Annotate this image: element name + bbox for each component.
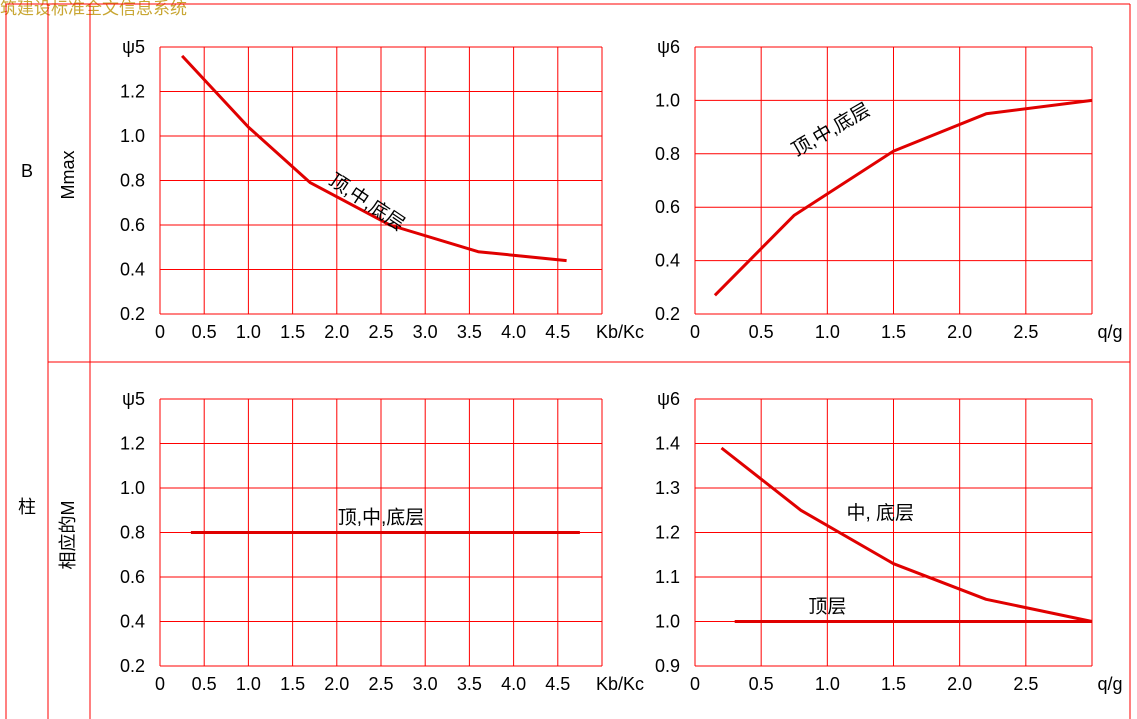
- curve-annotation: 顶,中,底层: [788, 99, 874, 161]
- x-tick-label: 2.0: [324, 674, 349, 694]
- y-tick-label: 1.2: [120, 82, 145, 102]
- chart-b-psi6: 0 0.5 1.0 1.5 2.0 2.5 q/g 0.2 0.4 0.6 0.8 1.0 ψ6 顶,中,…: [655, 37, 1123, 342]
- x-tick-label: 1.0: [815, 322, 840, 342]
- x-tick-label: 2.5: [368, 674, 393, 694]
- y-tick-label: 1.0: [655, 612, 680, 632]
- outer-frame: [5, 3, 1131, 719]
- row-label-b: B: [21, 161, 33, 181]
- x-tick-label: 0: [690, 674, 700, 694]
- x-tick-label: 2.5: [1013, 322, 1038, 342]
- y-axis-label: ψ5: [122, 37, 145, 57]
- x-tick-label: 1.5: [280, 322, 305, 342]
- y-tick-label: 0.6: [120, 215, 145, 235]
- series-line: [720, 446, 1093, 623]
- row-sublabel-corresponding-m: 相应的M: [58, 501, 78, 570]
- series-line: [713, 98, 1093, 297]
- x-axis-label: Kb/Kc: [596, 322, 644, 342]
- series-line: [181, 54, 567, 263]
- x-tick-label: 2.0: [324, 322, 349, 342]
- x-axis-label: Kb/Kc: [596, 674, 644, 694]
- x-tick-label: 1.0: [815, 674, 840, 694]
- x-tick-label: 3.0: [413, 322, 438, 342]
- y-tick-label: 1.1: [655, 567, 680, 587]
- y-tick-label: 1.0: [120, 478, 145, 498]
- x-tick-label: 4.5: [545, 674, 570, 694]
- y-tick-label: 0.2: [120, 656, 145, 676]
- x-tick-label: 3.0: [413, 674, 438, 694]
- x-axis-label: q/g: [1097, 674, 1122, 694]
- x-tick-label: 4.5: [545, 322, 570, 342]
- chart-b-psi5: 0 0.5 1.0 1.5 2.0 2.5 3.0 3.5 4.0 4.5 Kb/Kc 0.2 0.4 0…: [120, 37, 644, 342]
- x-tick-label: 0.5: [192, 674, 217, 694]
- x-tick-label: 3.5: [457, 674, 482, 694]
- x-tick-label: 1.5: [881, 674, 906, 694]
- x-tick-label: 0.5: [749, 322, 774, 342]
- curve-annotation: 中, 底层: [846, 502, 914, 524]
- x-tick-label: 4.0: [501, 674, 526, 694]
- y-tick-label: 0.6: [120, 567, 145, 587]
- y-tick-label: 0.8: [655, 144, 680, 164]
- x-tick-label: 0.5: [749, 674, 774, 694]
- x-tick-label: 3.5: [457, 322, 482, 342]
- x-axis-label: q/g: [1097, 322, 1122, 342]
- y-tick-label: 0.4: [120, 612, 145, 632]
- y-tick-label: 0.6: [655, 197, 680, 217]
- y-tick-label: 0.9: [655, 656, 680, 676]
- x-tick-label: 2.5: [1013, 674, 1038, 694]
- y-tick-label: 1.0: [120, 126, 145, 146]
- y-axis-label: ψ6: [657, 389, 680, 409]
- y-tick-label: 0.2: [655, 304, 680, 324]
- x-tick-label: 0: [690, 322, 700, 342]
- curve-annotation: 顶,中,底层: [338, 507, 425, 529]
- x-tick-label: 2.0: [947, 322, 972, 342]
- y-tick-label: 0.8: [120, 523, 145, 543]
- y-tick-label: 0.4: [655, 251, 680, 271]
- row-label-column: 柱: [18, 497, 36, 517]
- y-tick-label: 1.2: [655, 523, 680, 543]
- y-tick-label: 1.0: [655, 90, 680, 110]
- watermark-text: 筑建设标准全文信息系统: [0, 0, 187, 19]
- y-tick-label: 1.2: [120, 434, 145, 454]
- y-tick-label: 1.4: [655, 434, 680, 454]
- x-tick-label: 1.0: [236, 674, 261, 694]
- x-tick-label: 1.5: [280, 674, 305, 694]
- y-axis-label: ψ6: [657, 37, 680, 57]
- x-tick-label: 1.0: [236, 322, 261, 342]
- x-tick-label: 0.5: [192, 322, 217, 342]
- chart-column-psi6: 0 0.5 1.0 1.5 2.0 2.5 q/g 0.9 1.0 1.1 1.2 1.3 1.4 ψ6 中…: [655, 389, 1123, 694]
- y-axis-label: ψ5: [122, 389, 145, 409]
- curve-annotation: 顶层: [808, 597, 846, 618]
- x-tick-label: 1.5: [881, 322, 906, 342]
- y-tick-label: 0.8: [120, 171, 145, 191]
- y-tick-label: 1.3: [655, 478, 680, 498]
- y-tick-label: 0.4: [120, 260, 145, 280]
- x-tick-label: 4.0: [501, 322, 526, 342]
- chart-column-psi5: 0 0.5 1.0 1.5 2.0 2.5 3.0 3.5 4.0 4.5 Kb/Kc 0.2 0.4 0…: [120, 389, 644, 694]
- y-tick-label: 0.2: [120, 304, 145, 324]
- x-tick-label: 2.0: [947, 674, 972, 694]
- x-tick-label: 0: [155, 322, 165, 342]
- x-tick-label: 0: [155, 674, 165, 694]
- row-sublabel-mmax: Mmax: [58, 151, 78, 200]
- x-tick-label: 2.5: [368, 322, 393, 342]
